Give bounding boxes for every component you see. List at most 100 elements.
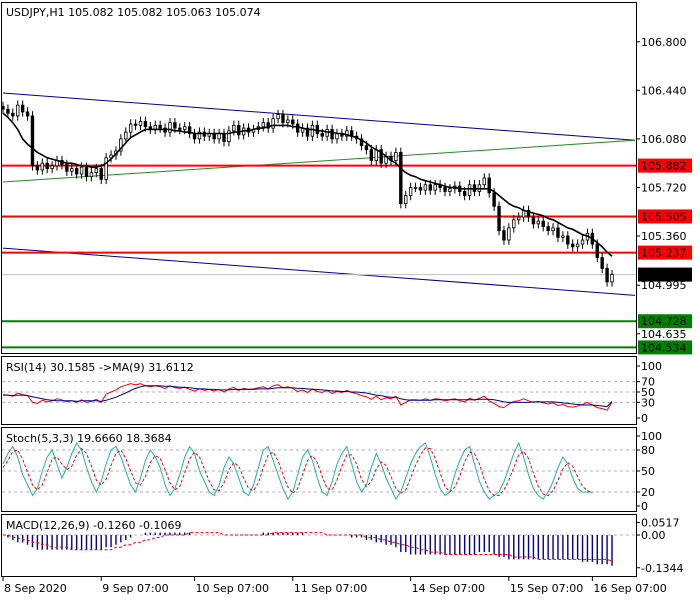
level-label: 105.882 [641, 160, 687, 173]
candle-body [74, 168, 79, 175]
rsi-line [2, 383, 613, 411]
candle-body [408, 187, 413, 196]
candle-body [413, 187, 418, 189]
macd-axis-tick-label: 0.0517 [641, 516, 680, 529]
macd-signal-line [3, 532, 613, 562]
stoch-axis-tick-label: 50 [641, 465, 655, 478]
price-series [1, 92, 636, 349]
candle-body [168, 122, 172, 133]
candle-body [237, 124, 241, 136]
candle-body [79, 166, 84, 175]
candle-body [45, 162, 49, 169]
time-tick-label: 9 Sep 07:00 [102, 582, 168, 595]
rsi-ma-line [3, 385, 613, 408]
candle-body [173, 122, 177, 129]
candle-body [197, 131, 202, 140]
rsi-panel-frame [1, 356, 637, 425]
candle-body [271, 118, 275, 129]
candle-body [374, 149, 378, 161]
candle-body [605, 267, 609, 283]
candle-body [600, 257, 604, 269]
candle-body [399, 151, 403, 205]
time-tick-label: 11 Sep 07:00 [294, 582, 367, 595]
candle-body [94, 168, 99, 174]
stoch-axis-tick-label: 100 [641, 430, 662, 443]
candle-body [423, 184, 428, 191]
candle-body [109, 154, 113, 159]
candle-body [561, 235, 565, 238]
candle-body [546, 226, 550, 232]
candle-body [359, 138, 364, 147]
stoch-axis-tick-label: 20 [641, 486, 655, 499]
level-label: 104.728 [641, 315, 687, 328]
candle-body [295, 123, 300, 133]
candle-body [394, 151, 398, 161]
candle-body [187, 126, 192, 134]
stoch-panel-frame [1, 427, 637, 512]
trendline [2, 247, 636, 296]
candle-body [536, 220, 541, 225]
macd-axis-tick-label: -0.1344 [641, 562, 683, 575]
candle-body [305, 127, 310, 137]
candle-body [104, 157, 108, 180]
time-tick-label: 15 Sep 07:00 [510, 582, 583, 595]
rsi-series [2, 383, 613, 411]
candle-body [35, 165, 40, 171]
price-axis-tick-label: 105.360 [641, 230, 687, 243]
candle-body [482, 177, 487, 186]
rsi-axis-tick-label: 30 [641, 396, 655, 409]
candle-body [128, 123, 133, 133]
candle-body [330, 129, 334, 140]
candle-body [40, 162, 44, 171]
candle-body [448, 188, 452, 192]
level-label-box [638, 267, 692, 282]
candle-body [433, 184, 437, 191]
moving-average-line [2, 112, 613, 257]
candle-body [89, 172, 94, 178]
price-header: USDJPY,H1 105.082 105.082 105.063 105.07… [6, 6, 261, 19]
candle-body [443, 187, 447, 192]
level-label-box [638, 314, 692, 329]
candle-body [507, 227, 511, 241]
rsi-axis-tick-label: 0 [641, 412, 648, 425]
candle-body [286, 119, 290, 124]
candle-body [531, 216, 536, 225]
candle-body [575, 243, 580, 248]
time-tick-label: 8 Sep 2020 [4, 582, 67, 595]
candle-body [364, 145, 369, 151]
candle-body [428, 184, 432, 191]
candle-body [158, 124, 162, 129]
stoch-axis-tick-label: 0 [641, 500, 648, 513]
candle-body [138, 120, 143, 126]
candle-body [571, 243, 575, 248]
candle-body [497, 205, 501, 232]
candle-body [320, 133, 324, 137]
stoch-series [2, 441, 593, 500]
price-axis-tick-label: 104.995 [641, 279, 687, 292]
price-axis-tick-label: 106.080 [641, 133, 687, 146]
price-axis-tick-label: 106.440 [641, 84, 687, 97]
candle-body [84, 166, 89, 178]
candle-body [369, 149, 374, 161]
candle-body [418, 187, 423, 191]
macd-header: MACD(12,26,9) -0.1260 -0.1069 [6, 519, 181, 532]
candle-body [99, 168, 103, 180]
price-axis-tick-label: 104.635 [641, 328, 687, 341]
candle-body [541, 220, 545, 227]
macd-panel-frame [1, 514, 637, 577]
candle-body [610, 274, 614, 283]
candle-body [467, 184, 472, 196]
price-panel-frame [1, 2, 637, 354]
level-label: 105.237 [641, 247, 687, 260]
candle-body [516, 216, 521, 221]
trendline [2, 92, 636, 141]
candle-body [526, 209, 531, 218]
time-tick-label: 16 Sep 07:00 [593, 582, 666, 595]
candle-body [119, 138, 123, 152]
candle-body [133, 123, 138, 126]
level-label-box [638, 209, 692, 224]
candle-body [566, 235, 570, 245]
candle-body [345, 130, 349, 137]
